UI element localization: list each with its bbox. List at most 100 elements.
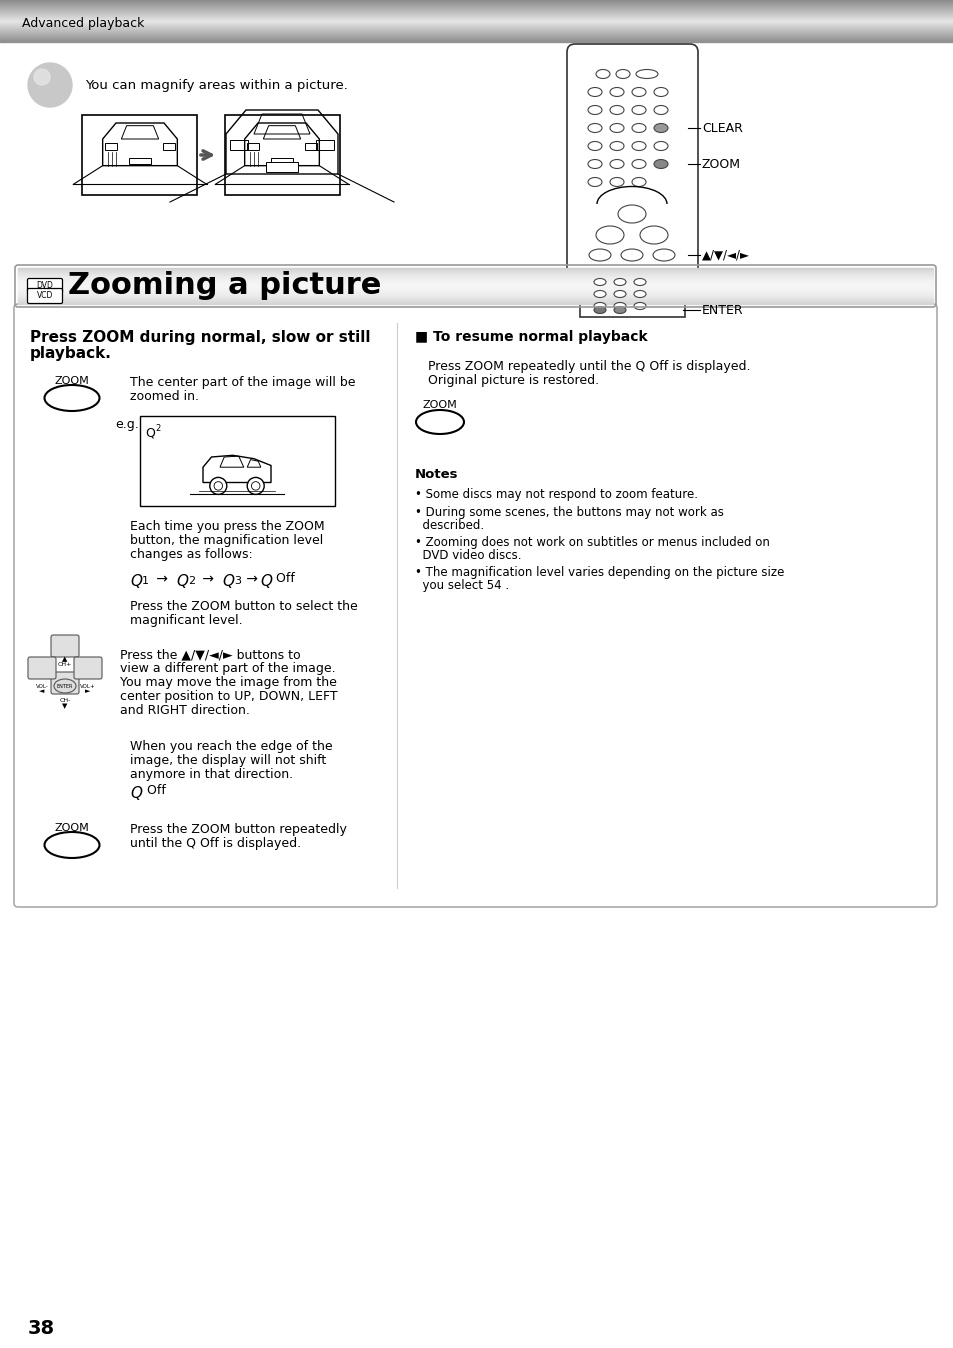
Ellipse shape [614, 291, 625, 298]
Text: ZOOM: ZOOM [54, 824, 90, 833]
Ellipse shape [609, 159, 623, 168]
Ellipse shape [587, 88, 601, 97]
Ellipse shape [609, 178, 623, 186]
Ellipse shape [631, 159, 645, 168]
Ellipse shape [587, 124, 601, 132]
Ellipse shape [594, 279, 605, 286]
Text: ENTER: ENTER [57, 683, 73, 689]
Text: CH+: CH+ [58, 662, 72, 666]
Bar [230, 140, 248, 150]
Bar [130, 158, 151, 164]
Text: Zooming a picture: Zooming a picture [68, 271, 381, 299]
Text: ▼: ▼ [62, 704, 68, 709]
Text: CLEAR: CLEAR [701, 121, 742, 135]
FancyBboxPatch shape [225, 115, 339, 195]
FancyBboxPatch shape [28, 279, 63, 294]
Ellipse shape [616, 70, 629, 78]
Text: 38: 38 [28, 1318, 55, 1337]
Text: Press ZOOM repeatedly until the Q Off is displayed.: Press ZOOM repeatedly until the Q Off is… [428, 360, 750, 373]
Text: ◄: ◄ [39, 687, 45, 694]
Ellipse shape [609, 88, 623, 97]
Text: described.: described. [415, 519, 483, 532]
Text: changes as follows:: changes as follows: [130, 549, 253, 561]
Ellipse shape [654, 105, 667, 115]
Ellipse shape [609, 142, 623, 151]
Ellipse shape [631, 105, 645, 115]
Ellipse shape [652, 249, 675, 262]
Text: Q: Q [130, 786, 142, 801]
Ellipse shape [639, 226, 667, 244]
Text: ■ To resume normal playback: ■ To resume normal playback [415, 330, 647, 344]
Ellipse shape [587, 105, 601, 115]
Text: button, the magnification level: button, the magnification level [130, 534, 323, 547]
Ellipse shape [587, 159, 601, 168]
Circle shape [28, 63, 71, 106]
Text: ZOOM: ZOOM [422, 400, 456, 410]
Ellipse shape [588, 249, 610, 262]
Bar [304, 143, 316, 150]
Ellipse shape [636, 70, 658, 78]
Text: 3: 3 [233, 576, 241, 586]
FancyBboxPatch shape [28, 288, 63, 303]
Bar [266, 162, 297, 173]
Text: DVD video discs.: DVD video discs. [415, 549, 521, 562]
Circle shape [247, 477, 264, 495]
Text: Press the ZOOM button to select the: Press the ZOOM button to select the [130, 600, 357, 613]
Text: VOL+: VOL+ [80, 683, 95, 689]
FancyBboxPatch shape [51, 673, 79, 694]
Text: anymore in that direction.: anymore in that direction. [130, 768, 293, 780]
Ellipse shape [596, 70, 609, 78]
Text: Advanced playback: Advanced playback [22, 18, 144, 31]
Ellipse shape [654, 142, 667, 151]
Text: Off: Off [272, 572, 294, 585]
Text: center position to UP, DOWN, LEFT: center position to UP, DOWN, LEFT [120, 690, 337, 704]
FancyBboxPatch shape [28, 656, 56, 679]
Ellipse shape [631, 142, 645, 151]
Text: until the Q Off is displayed.: until the Q Off is displayed. [130, 837, 301, 851]
Text: Press ZOOM during normal, slow or still: Press ZOOM during normal, slow or still [30, 330, 370, 345]
Ellipse shape [587, 142, 601, 151]
Text: VCD: VCD [37, 291, 53, 301]
Bar [105, 143, 117, 150]
Bar [315, 140, 334, 150]
Text: →: → [198, 572, 218, 586]
Text: • Zooming does not work on subtitles or menus included on: • Zooming does not work on subtitles or … [415, 537, 769, 549]
Ellipse shape [614, 306, 625, 314]
Text: Q: Q [130, 574, 142, 589]
Ellipse shape [634, 279, 645, 286]
Text: ▲: ▲ [62, 656, 68, 662]
Text: ▲/▼/◄/►: ▲/▼/◄/► [701, 248, 749, 262]
Bar [271, 158, 293, 164]
Text: Each time you press the ZOOM: Each time you press the ZOOM [130, 520, 324, 532]
Ellipse shape [594, 302, 605, 310]
Text: You can magnify areas within a picture.: You can magnify areas within a picture. [85, 78, 348, 92]
Circle shape [34, 69, 50, 85]
Ellipse shape [620, 249, 642, 262]
FancyBboxPatch shape [140, 417, 335, 506]
Text: The center part of the image will be: The center part of the image will be [130, 376, 355, 390]
Text: Press the ▲/▼/◄/► buttons to: Press the ▲/▼/◄/► buttons to [120, 648, 300, 661]
Text: • Some discs may not respond to zoom feature.: • Some discs may not respond to zoom fea… [415, 488, 698, 501]
FancyBboxPatch shape [82, 115, 196, 195]
Text: When you reach the edge of the: When you reach the edge of the [130, 740, 333, 754]
Ellipse shape [609, 124, 623, 132]
Text: ENTER: ENTER [701, 303, 742, 317]
Ellipse shape [634, 291, 645, 298]
Text: image, the display will not shift: image, the display will not shift [130, 754, 326, 767]
Text: You may move the image from the: You may move the image from the [120, 675, 336, 689]
Ellipse shape [654, 124, 667, 132]
FancyBboxPatch shape [51, 635, 79, 656]
Text: Notes: Notes [415, 468, 458, 481]
Ellipse shape [631, 124, 645, 132]
Text: Q: Q [222, 574, 233, 589]
Ellipse shape [594, 306, 605, 314]
Text: and RIGHT direction.: and RIGHT direction. [120, 704, 250, 717]
Text: e.g.: e.g. [115, 418, 138, 431]
Text: Q: Q [260, 574, 272, 589]
Text: →: → [242, 572, 257, 586]
Text: Original picture is restored.: Original picture is restored. [428, 373, 598, 387]
Ellipse shape [594, 291, 605, 298]
Text: playback.: playback. [30, 346, 112, 361]
Ellipse shape [618, 205, 645, 222]
Text: • The magnification level varies depending on the picture size: • The magnification level varies dependi… [415, 566, 783, 580]
